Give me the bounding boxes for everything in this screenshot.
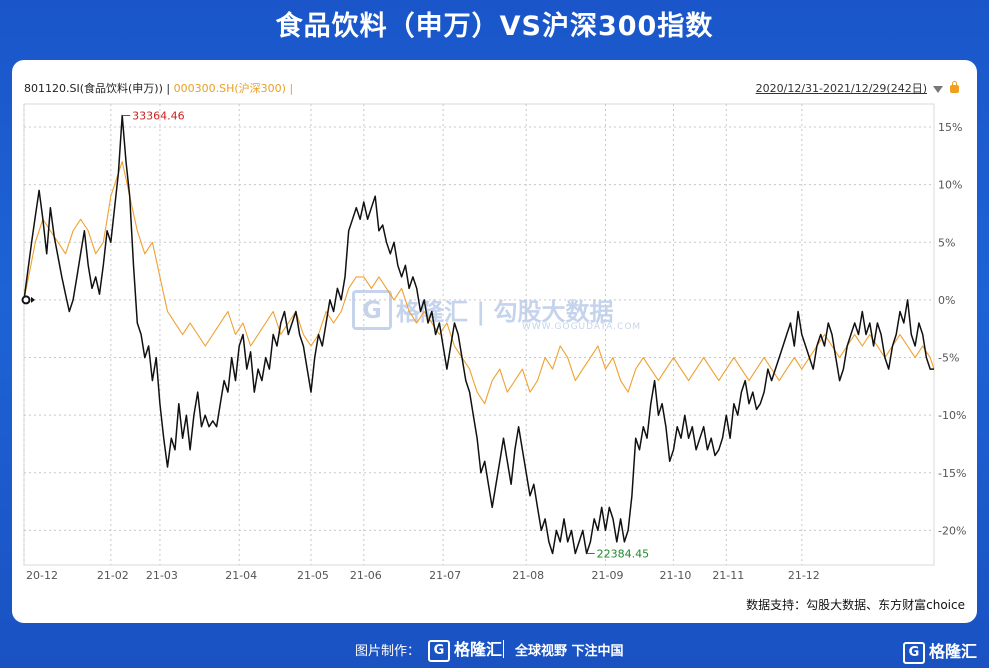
watermark-logo-icon: G xyxy=(352,290,392,330)
x-tick-label: 21-04 xyxy=(225,569,257,582)
footer-divider xyxy=(503,640,504,658)
x-tick-label: 21-02 xyxy=(97,569,129,582)
x-tick-label: 21-03 xyxy=(146,569,178,582)
y-tick-label: -15% xyxy=(938,467,966,480)
min-value-label: 22384.45 xyxy=(597,547,650,560)
line-chart: 15% 10% 5% 0% -5% -10% -15% -20% 20-12 21-02 21-03… xyxy=(21,103,966,582)
x-tick-label: 21-05 xyxy=(297,569,329,582)
series-line-food-beverage xyxy=(23,114,934,555)
x-tick-label: 21-07 xyxy=(429,569,461,582)
y-tick-label: -10% xyxy=(938,409,966,422)
date-range-selector[interactable]: 2020/12/31-2021/12/29(242日) xyxy=(756,80,959,96)
footer-right-logo-icon: G xyxy=(902,641,925,664)
x-tick-label: 21-10 xyxy=(659,569,691,582)
footer: 图片制作： G 格隆汇 全球视野 下注中国 G 格隆汇 xyxy=(0,628,989,668)
start-marker xyxy=(21,295,31,305)
y-tick-label: -20% xyxy=(938,524,966,537)
legend-series2[interactable]: 000300.SH(沪深300) xyxy=(173,82,286,95)
watermark-url: WWW.GOGUDATA.COM xyxy=(522,322,642,332)
legend-series1[interactable]: 801120.SI(食品饮料(申万)) xyxy=(24,82,163,95)
page-title: 食品饮料（申万）VS沪深300指数 xyxy=(275,11,714,42)
footer-right-logo: G 格隆汇 xyxy=(902,638,977,664)
y-tick-label: 5% xyxy=(938,236,955,249)
x-tick-label: 21-11 xyxy=(712,569,744,582)
series-line-csi300 xyxy=(23,161,935,405)
max-value-label: 33364.46 xyxy=(132,110,185,123)
start-arrow-icon xyxy=(31,296,35,303)
chart-card: 801120.SI(食品饮料(申万)) | 000300.SH(沪深300) |… xyxy=(12,60,977,623)
lock-icon[interactable] xyxy=(950,81,959,93)
plot-area-border xyxy=(23,103,935,566)
footer-label: 图片制作： xyxy=(355,644,421,659)
x-tick-label: 21-08 xyxy=(512,569,544,582)
x-tick-label: 20-12 xyxy=(26,569,58,582)
data-credit: 数据支持：勾股大数据、东方财富choice xyxy=(746,598,965,612)
x-tick-label: 21-12 xyxy=(788,569,820,582)
footer-logo: G 格隆汇 xyxy=(428,636,502,662)
legend-separator: | xyxy=(166,82,171,95)
watermark: G 格隆汇 | 勾股大数据 WWW.GOGUDATA.COM xyxy=(352,288,652,338)
footer-logo-icon: G xyxy=(428,639,450,662)
watermark-text: 格隆汇 | 勾股大数据 xyxy=(396,298,614,326)
footer-slogan: 全球视野 下注中国 xyxy=(515,644,624,659)
series-legend: 801120.SI(食品饮料(申万)) | 000300.SH(沪深300) | xyxy=(24,80,293,96)
date-range[interactable]: 2020/12/31-2021/12/29(242日) xyxy=(755,82,927,95)
legend-separator-2: | xyxy=(289,82,294,95)
x-tick-label: 21-09 xyxy=(591,569,623,582)
dropdown-arrow-icon[interactable] xyxy=(932,85,943,93)
x-tick-label: 21-06 xyxy=(350,569,382,582)
y-tick-label: -5% xyxy=(938,352,959,365)
y-tick-label: 0% xyxy=(938,294,955,307)
y-tick-label: 15% xyxy=(938,121,962,134)
y-tick-label: 10% xyxy=(938,179,962,192)
